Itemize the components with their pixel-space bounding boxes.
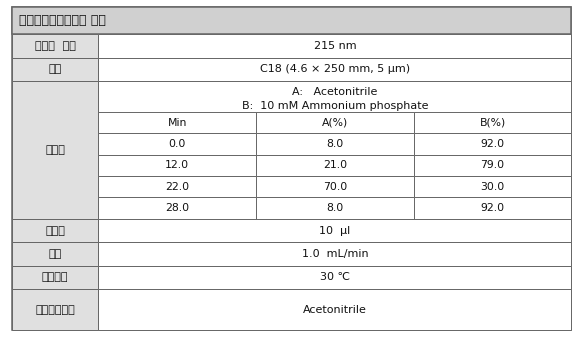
Text: 92.0: 92.0	[480, 203, 504, 213]
Text: 92.0: 92.0	[480, 139, 504, 149]
Bar	[99, 289, 571, 330]
Text: 0.0: 0.0	[168, 139, 186, 149]
Bar	[414, 155, 571, 176]
Bar	[12, 289, 99, 330]
Bar	[99, 34, 571, 58]
Text: 시료추출용매: 시료추출용매	[35, 305, 75, 315]
Bar	[99, 219, 571, 242]
Text: 칼럼: 칼럼	[48, 64, 62, 74]
Text: 12.0: 12.0	[165, 160, 189, 171]
Text: 칼럼온도: 칼럼온도	[42, 272, 68, 282]
Bar	[12, 266, 99, 289]
Text: Min: Min	[167, 118, 187, 128]
Text: 70.0: 70.0	[323, 182, 347, 192]
Text: Acetonitrile: Acetonitrile	[303, 305, 367, 315]
Bar	[99, 58, 571, 81]
Bar	[99, 112, 256, 133]
Text: 8.0: 8.0	[326, 203, 343, 213]
Text: 액체크로마토그래피 조건: 액체크로마토그래피 조건	[19, 14, 106, 27]
Bar	[414, 197, 571, 219]
Text: 30 ℃: 30 ℃	[320, 272, 350, 282]
Bar	[12, 242, 99, 266]
Text: 28.0: 28.0	[165, 203, 189, 213]
Bar	[12, 7, 571, 34]
Bar	[12, 58, 99, 81]
Text: 22.0: 22.0	[165, 182, 189, 192]
Text: 215 nm: 215 nm	[314, 41, 356, 51]
Bar	[99, 242, 571, 266]
Bar	[99, 176, 256, 197]
Text: 주입량: 주입량	[45, 225, 65, 236]
Bar	[99, 155, 256, 176]
Text: 21.0: 21.0	[323, 160, 347, 171]
Text: 검출기  파장: 검출기 파장	[34, 41, 75, 51]
Bar	[99, 81, 571, 219]
Text: 30.0: 30.0	[480, 182, 505, 192]
Text: 10  μl: 10 μl	[319, 225, 350, 236]
Bar	[256, 112, 414, 133]
Bar	[12, 34, 99, 58]
Text: B:  10 mM Ammonium phosphate: B: 10 mM Ammonium phosphate	[241, 101, 428, 111]
Bar	[99, 197, 256, 219]
Bar	[414, 112, 571, 133]
Text: C18 (4.6 × 250 mm, 5 μm): C18 (4.6 × 250 mm, 5 μm)	[260, 64, 410, 74]
Text: 유속: 유속	[48, 249, 62, 259]
Bar	[256, 176, 414, 197]
Text: 8.0: 8.0	[326, 139, 343, 149]
Bar	[256, 155, 414, 176]
Text: A:   Acetonitrile: A: Acetonitrile	[292, 87, 378, 97]
Bar	[256, 197, 414, 219]
Text: B(%): B(%)	[479, 118, 505, 128]
Bar	[99, 266, 571, 289]
Bar	[99, 133, 256, 155]
Bar	[414, 133, 571, 155]
Bar	[12, 219, 99, 242]
Bar	[12, 81, 99, 219]
Text: 1.0  mL/min: 1.0 mL/min	[301, 249, 368, 259]
Text: 이동상: 이동상	[45, 145, 65, 155]
Text: 79.0: 79.0	[480, 160, 504, 171]
Bar	[414, 176, 571, 197]
Bar	[256, 133, 414, 155]
Text: A(%): A(%)	[322, 118, 348, 128]
